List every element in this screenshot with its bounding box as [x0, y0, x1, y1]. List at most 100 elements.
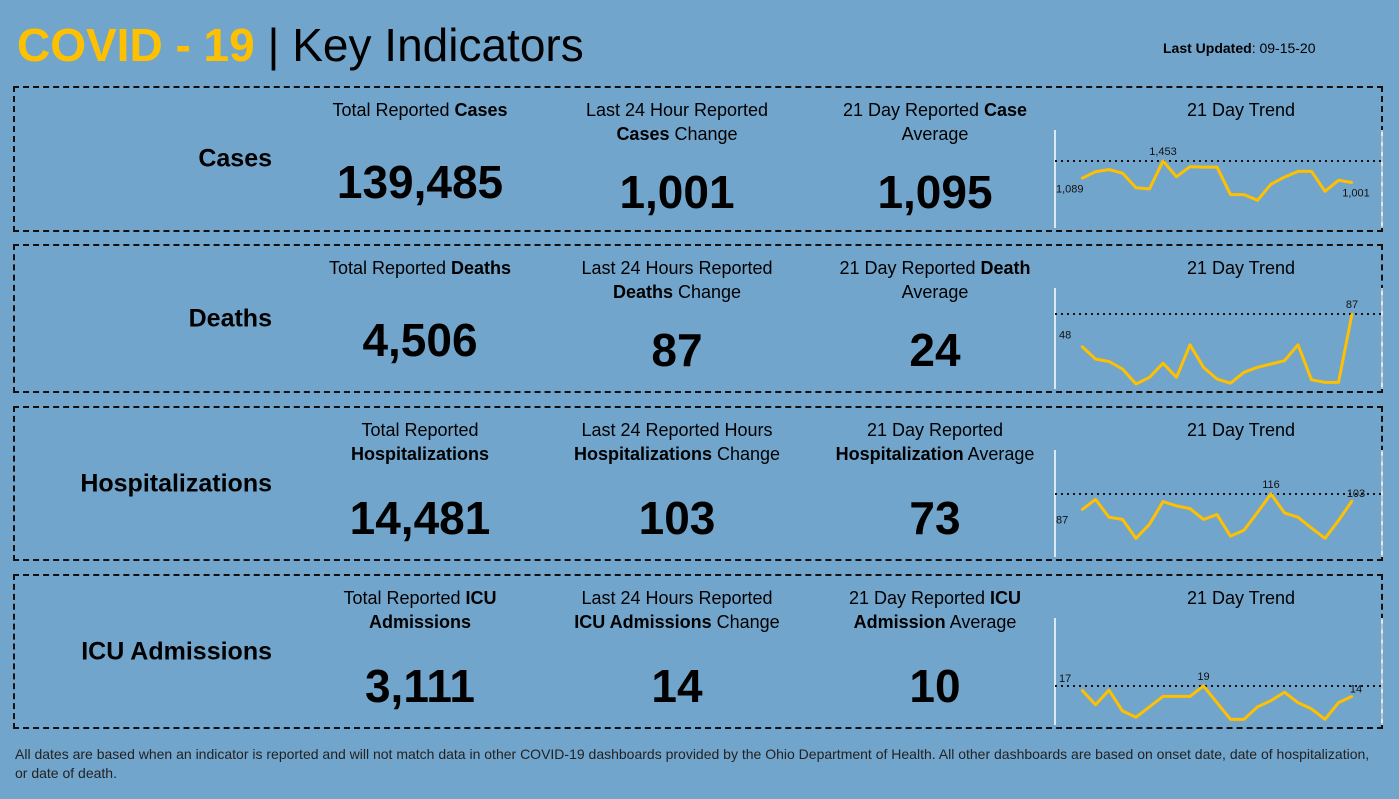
label-max: 19: [1197, 671, 1209, 683]
data-point: [1080, 508, 1084, 511]
data-point: [1256, 199, 1259, 202]
trend-title: 21 Day Trend: [1186, 258, 1296, 278]
data-point: [1350, 499, 1354, 503]
data-point: [1256, 366, 1259, 369]
metric-header: Last 24 Reported Hours Hospitalizations C…: [552, 418, 802, 466]
data-point: [1107, 516, 1111, 519]
data-point: [1175, 504, 1178, 508]
metric-card: 21 Day Reported ICU Admission Average 10: [810, 586, 1060, 711]
metric-header-part: Last 24 Reported Hours: [581, 420, 773, 440]
metric-header-line: Total Reported Cases: [295, 98, 545, 122]
metric-header-part: Admission: [853, 612, 946, 632]
metric-header-part: 21 Day Reported: [866, 420, 1004, 440]
row-label: Hospitalizations: [80, 469, 272, 497]
trend-title: 21 Day Trend: [1186, 588, 1296, 608]
label-first: 17: [1059, 673, 1071, 685]
title-highlight: COVID - 19: [17, 19, 255, 71]
metric-header: Last 24 Hours Reported Deaths Change: [552, 256, 802, 304]
metric-header-part: Case: [984, 100, 1028, 120]
metric-header-part: Cases: [454, 100, 508, 120]
data-point: [1323, 381, 1327, 384]
data-point: [1134, 537, 1138, 540]
metric-card: Last 24 Reported Hours Hospitalizations C…: [552, 418, 802, 543]
data-point: [1161, 361, 1165, 365]
metric-header-part: Average: [901, 124, 969, 144]
last-updated-value: : 09-15-20: [1251, 40, 1316, 56]
data-point: [1202, 684, 1205, 688]
data-point: [1323, 718, 1327, 721]
data-point: [1148, 523, 1151, 526]
metric-card: Last 24 Hour Reported Cases Change 1,001: [552, 98, 802, 217]
data-point: [1310, 707, 1313, 711]
data-point: [1350, 695, 1354, 698]
data-point: [1215, 701, 1219, 704]
data-point: [1188, 507, 1192, 510]
row-label: Cases: [198, 144, 272, 173]
data-point: [1188, 165, 1192, 168]
trend-sparkline: 17 19 14: [1054, 618, 1383, 725]
metric-value: 139,485: [336, 156, 504, 208]
metric-header: Last 24 Hours Reported ICU Admissions Cha…: [552, 586, 802, 634]
metric-header-line: 21 Day Reported Case: [810, 98, 1060, 122]
data-point: [1215, 165, 1219, 169]
page-title: COVID - 19 | Key Indicators: [17, 18, 584, 72]
data-point: [1283, 691, 1286, 694]
label-max: 87: [1346, 299, 1358, 311]
metric-header-line: 21 Day Reported Death: [810, 256, 1060, 280]
title-rest: | Key Indicators: [254, 19, 584, 71]
label-max: 1,453: [1149, 146, 1177, 158]
data-point: [1134, 382, 1138, 386]
metric-header: 21 Day Reported Death Average: [810, 256, 1060, 304]
data-point: [1121, 171, 1124, 175]
label-first: 48: [1059, 330, 1071, 342]
metric-value: 3,111: [364, 660, 476, 712]
data-point: [1215, 377, 1219, 381]
metric-header-part: Last 24 Hours Reported: [581, 258, 773, 278]
indicator-panel-hospitalizations: Hospitalizations Total Reported Hospitaliz…: [13, 406, 1383, 561]
label-last: 103: [1347, 488, 1365, 500]
metric-header-part: ICU Admissions: [574, 612, 712, 632]
trend-sparkline: 87 116 103: [1054, 450, 1383, 557]
data-point: [1188, 343, 1192, 347]
metric-header-line: Total Reported Deaths: [295, 256, 545, 280]
metric-value: 24: [909, 324, 961, 376]
metric-header-part: 21 Day Reported: [842, 100, 985, 120]
data-point: [1080, 177, 1084, 180]
trend-line: [1080, 313, 1354, 386]
data-point: [1283, 511, 1286, 515]
metric-header: 21 Day Reported Hospitalization Average: [810, 418, 1060, 466]
metric-card: Total Reported Deaths 4,506: [295, 256, 545, 365]
metric-header-line: 21 Day Reported ICU: [810, 586, 1060, 610]
data-point: [1337, 519, 1340, 522]
metric-header-line: Admissions: [295, 610, 545, 634]
metric-header: 21 Day Reported ICU Admission Average: [810, 586, 1060, 634]
metric-header-part: Average: [945, 612, 1017, 632]
data-point: [1094, 357, 1097, 361]
metric-card: Last 24 Hours Reported Deaths Change 87: [552, 256, 802, 375]
last-updated-label: Last Updated: [1163, 40, 1252, 56]
data-point: [1310, 526, 1313, 530]
data-point: [1296, 516, 1300, 519]
data-point: [1134, 186, 1138, 189]
data-point: [1188, 695, 1192, 698]
data-point: [1337, 381, 1340, 384]
metric-header-line: Last 24 Hour Reported: [552, 98, 802, 122]
metric-header: 21 Day Reported Case Average: [810, 98, 1060, 146]
label-first: 87: [1056, 515, 1068, 527]
data-point: [1229, 534, 1232, 538]
metric-value: 1,001: [619, 166, 735, 218]
data-point: [1202, 366, 1205, 369]
data-point: [1202, 165, 1205, 169]
metric-value: 14: [651, 660, 703, 712]
data-point: [1121, 367, 1124, 371]
trend-title: 21 Day Trend: [1186, 100, 1296, 120]
metric-header: Total Reported ICU Admissions: [295, 586, 545, 634]
metric-header: Total Reported Hospitalizations: [295, 418, 545, 466]
data-point: [1323, 537, 1327, 540]
data-point: [1175, 695, 1178, 698]
data-point: [1269, 362, 1273, 366]
metric-header-part: Deaths: [612, 282, 673, 302]
metric-value: 14,481: [349, 492, 491, 544]
row-label: ICU Admissions: [81, 637, 272, 665]
data-point: [1215, 513, 1219, 516]
